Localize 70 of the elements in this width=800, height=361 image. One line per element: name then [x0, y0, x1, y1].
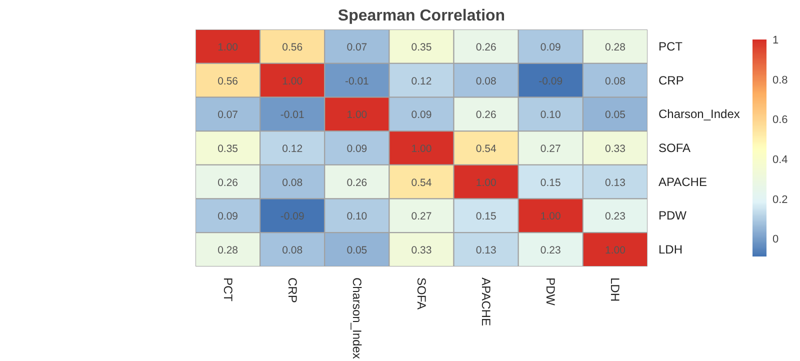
data-label: 1.00: [476, 176, 496, 189]
data-label: 0.26: [346, 176, 368, 189]
data-label: 0.28: [218, 244, 238, 257]
data-label: 0.05: [346, 244, 368, 257]
data-label: 0.09: [540, 41, 562, 54]
data-label: 0.54: [476, 143, 496, 155]
data-label: -0.01: [280, 109, 304, 122]
data-label: 0.26: [218, 176, 238, 189]
data-label: 0.28: [604, 41, 626, 54]
y-tick-label: Charson_Index: [658, 107, 740, 122]
data-label: 0.07: [346, 41, 368, 54]
data-label: 0.15: [540, 176, 562, 189]
y-tick-label: APACHE: [658, 174, 707, 189]
y-tick-label: LDH: [658, 242, 683, 257]
data-label: -0.09: [280, 210, 304, 223]
data-label: 0.08: [282, 176, 303, 189]
data-label: 0.26: [476, 109, 496, 122]
data-label: 0.10: [540, 109, 562, 122]
data-label: 0.08: [476, 75, 496, 88]
data-label: -0.01: [344, 75, 370, 88]
color-bar-label: 0: [772, 234, 779, 246]
data-label: 0.27: [540, 143, 562, 155]
data-label: 1.00: [218, 41, 238, 54]
data-label: 0.07: [218, 109, 238, 122]
data-label: 1.00: [604, 244, 626, 257]
data-label: 0.56: [282, 41, 303, 54]
x-tick-label: SOFA: [414, 278, 428, 310]
x-tick-label: PDW: [544, 278, 558, 306]
color-bar-label: 0.6: [772, 114, 788, 126]
data-label: -0.09: [538, 75, 563, 88]
data-label: 0.15: [476, 210, 496, 223]
chart-title: Spearman Correlation: [338, 8, 506, 24]
x-tick-label: PCT: [220, 278, 235, 302]
data-label: 0.23: [540, 244, 562, 257]
data-label: 0.27: [411, 210, 432, 223]
y-tick-label: SOFA: [658, 141, 691, 155]
color-bar-label: 1: [772, 34, 779, 46]
data-label: 1.00: [540, 210, 562, 223]
data-label: 0.56: [218, 75, 238, 88]
data-label: 0.13: [604, 176, 626, 189]
data-label: 0.10: [346, 210, 368, 223]
data-label: 0.35: [411, 41, 432, 54]
x-tick-label: LDH: [608, 278, 622, 302]
y-tick-label: PCT: [658, 39, 684, 54]
data-label: 0.05: [604, 109, 626, 122]
data-label: 0.09: [411, 109, 432, 122]
color-bar-label: 0.8: [772, 74, 788, 86]
data-label: 0.12: [282, 143, 303, 155]
data-label: 0.23: [604, 210, 626, 223]
color-bar-label: 0.4: [772, 154, 788, 166]
y-tick-label: PDW: [658, 208, 688, 223]
data-label: 1.00: [411, 143, 432, 155]
x-tick-label: APACHE: [479, 278, 494, 326]
data-label: 0.08: [282, 244, 303, 257]
data-label: 0.12: [411, 75, 432, 88]
data-label: 0.09: [346, 143, 368, 155]
data-label: 0.54: [411, 176, 432, 189]
x-tick-label: Charson_Index: [350, 278, 364, 359]
data-label: 1.00: [346, 109, 368, 122]
data-label: 0.09: [218, 210, 238, 223]
data-label: 1.00: [282, 75, 303, 88]
x-tick-label: CRP: [285, 278, 300, 303]
data-label: 0.13: [476, 244, 496, 257]
data-label: 0.26: [476, 41, 496, 54]
data-label: 0.33: [411, 244, 432, 257]
y-tick-label: CRP: [658, 73, 684, 88]
data-label: 0.08: [604, 75, 626, 88]
color-bar-label: 0.2: [772, 194, 788, 206]
data-label: 0.35: [218, 143, 238, 155]
data-label: 0.33: [604, 143, 626, 155]
